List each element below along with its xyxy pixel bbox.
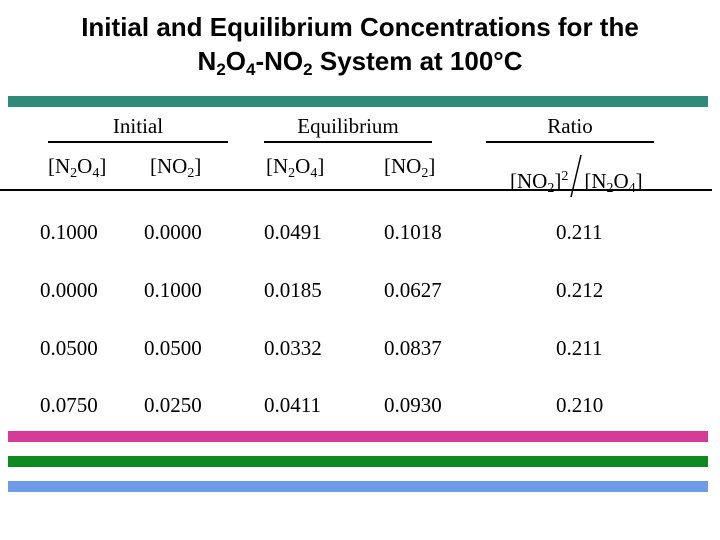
cell-equilibrium-n2o4: 0.0185 xyxy=(264,278,322,302)
cell-initial-n2o4: 0.0000 xyxy=(40,278,98,302)
cell-ratio: 0.211 xyxy=(556,220,603,244)
cell-initial-no2: 0.0500 xyxy=(144,336,202,360)
cell-initial-no2: 0.1000 xyxy=(144,278,202,302)
teal-divider-bar xyxy=(8,96,708,107)
cell-equilibrium-no2: 0.0930 xyxy=(384,393,442,417)
cell-equilibrium-no2: 0.0627 xyxy=(384,278,442,302)
cell-ratio: 0.211 xyxy=(556,336,603,360)
cell-equilibrium-n2o4: 0.0411 xyxy=(264,393,321,417)
col-header-equilibrium-no2: [NO2] xyxy=(384,154,436,181)
cell-equilibrium-n2o4: 0.0491 xyxy=(264,220,322,244)
header-rule xyxy=(0,189,712,191)
group-header-ratio: Ratio xyxy=(486,114,654,143)
cell-equilibrium-n2o4: 0.0332 xyxy=(264,336,322,360)
cell-equilibrium-no2: 0.1018 xyxy=(384,220,442,244)
fraction-slash-icon xyxy=(570,154,583,198)
cell-ratio: 0.212 xyxy=(556,278,604,302)
green-divider-bar xyxy=(8,456,708,467)
slide-title: Initial and Equilibrium Concentrations f… xyxy=(0,10,720,78)
cell-initial-n2o4: 0.0500 xyxy=(40,336,98,360)
group-header-equilibrium: Equilibrium xyxy=(264,114,432,143)
col-header-initial-n2o4: [N2O4] xyxy=(48,154,107,181)
cell-initial-no2: 0.0250 xyxy=(144,393,202,417)
cell-initial-n2o4: 0.1000 xyxy=(40,220,98,244)
col-header-ratio: [NO2]2[N2O4] xyxy=(510,154,643,198)
cell-initial-n2o4: 0.0750 xyxy=(40,393,98,417)
cell-ratio: 0.210 xyxy=(556,393,604,417)
col-header-initial-no2: [NO2] xyxy=(150,154,202,181)
title-line-1: Initial and Equilibrium Concentrations f… xyxy=(81,12,639,42)
magenta-divider-bar xyxy=(8,431,708,442)
blue-divider-bar xyxy=(8,481,708,492)
title-line-2: N2O4-NO2 System at 100°C xyxy=(197,46,523,79)
cell-initial-no2: 0.0000 xyxy=(144,220,202,244)
group-header-initial: Initial xyxy=(48,114,228,143)
col-header-equilibrium-n2o4: [N2O4] xyxy=(266,154,325,181)
cell-equilibrium-no2: 0.0837 xyxy=(384,336,442,360)
